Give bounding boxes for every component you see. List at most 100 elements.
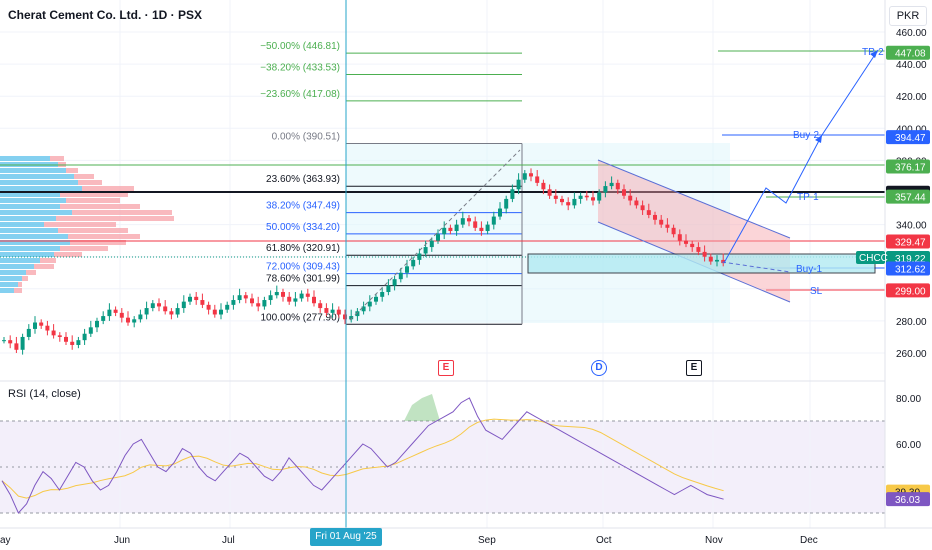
candle-body[interactable] — [615, 182, 620, 190]
candle-body[interactable] — [57, 335, 62, 337]
candle-body[interactable] — [429, 240, 434, 248]
candle-body[interactable] — [82, 333, 87, 341]
dividend-event-icon[interactable]: D — [591, 360, 607, 376]
projection-path[interactable] — [723, 49, 879, 264]
candle-body[interactable] — [212, 309, 217, 315]
candle-body[interactable] — [485, 224, 490, 232]
candle-body[interactable] — [268, 295, 273, 301]
candle-body[interactable] — [702, 251, 707, 257]
candle-body[interactable] — [460, 218, 465, 225]
candle-body[interactable] — [367, 301, 372, 307]
candle-body[interactable] — [45, 325, 50, 331]
candle-body[interactable] — [64, 336, 68, 342]
candle-body[interactable] — [659, 219, 664, 225]
candle-body[interactable] — [411, 259, 416, 267]
candle-body[interactable] — [39, 322, 44, 326]
candle-body[interactable] — [405, 266, 409, 273]
candle-body[interactable] — [677, 234, 682, 241]
candle-body[interactable] — [157, 303, 161, 307]
candle-body[interactable] — [584, 195, 589, 198]
candle-body[interactable] — [126, 317, 130, 323]
candle-body[interactable] — [708, 256, 713, 262]
candle-body[interactable] — [256, 303, 261, 307]
candle-body[interactable] — [398, 272, 403, 280]
candle-body[interactable] — [498, 208, 502, 217]
candle-body[interactable] — [70, 341, 75, 345]
candle-body[interactable] — [547, 189, 552, 196]
candle-body[interactable] — [553, 195, 558, 199]
candle-body[interactable] — [597, 192, 602, 201]
candle-body[interactable] — [262, 300, 267, 307]
candle-body[interactable] — [516, 179, 521, 190]
candle-body[interactable] — [8, 340, 13, 344]
candle-body[interactable] — [640, 205, 645, 211]
candle-body[interactable] — [119, 312, 124, 318]
candle-body[interactable] — [572, 198, 577, 206]
candle-body[interactable] — [243, 295, 248, 299]
candle-body[interactable] — [324, 308, 329, 313]
candle-body[interactable] — [51, 330, 56, 336]
candle-body[interactable] — [392, 279, 397, 286]
candle-body[interactable] — [181, 301, 186, 309]
candle-body[interactable] — [491, 216, 496, 225]
candle-body[interactable] — [690, 243, 695, 248]
candle-body[interactable] — [188, 296, 192, 302]
candle-body[interactable] — [20, 336, 25, 350]
time-axis[interactable]: ay Jun Jul Sep Oct Nov Dec — [0, 535, 818, 546]
candle-body[interactable] — [591, 197, 595, 201]
candle-body[interactable] — [684, 240, 688, 244]
candle-body[interactable] — [113, 309, 118, 313]
candle-body[interactable] — [715, 259, 719, 262]
trend-dashed-line[interactable] — [349, 149, 521, 321]
candle-body[interactable] — [504, 198, 509, 209]
candle-body[interactable] — [144, 308, 149, 315]
candle-body[interactable] — [380, 292, 385, 297]
candle-body[interactable] — [293, 298, 298, 302]
candle-body[interactable] — [653, 214, 657, 220]
candle-body[interactable] — [467, 218, 471, 222]
candle-body[interactable] — [33, 322, 37, 329]
candle-body[interactable] — [250, 298, 254, 304]
candle-body[interactable] — [175, 308, 180, 315]
candle-body[interactable] — [225, 304, 230, 310]
candle-body[interactable] — [26, 328, 31, 337]
candle-body[interactable] — [281, 292, 285, 297]
candle-body[interactable] — [479, 227, 484, 232]
candle-body[interactable] — [448, 227, 453, 232]
candle-body[interactable] — [603, 186, 608, 193]
candle-body[interactable] — [665, 224, 670, 228]
currency-button[interactable]: PKR — [889, 6, 927, 26]
candle-body[interactable] — [529, 173, 533, 177]
candle-body[interactable] — [237, 295, 242, 301]
candle-body[interactable] — [88, 327, 93, 334]
candle-body[interactable] — [312, 296, 316, 304]
candle-body[interactable] — [510, 189, 515, 199]
earnings-event-icon-2[interactable]: E — [686, 360, 702, 376]
candle-body[interactable] — [132, 319, 137, 323]
candle-body[interactable] — [634, 200, 639, 206]
candle-body[interactable] — [436, 234, 440, 241]
rsi-line[interactable] — [1, 397, 724, 514]
candle-body[interactable] — [14, 343, 19, 350]
candle-body[interactable] — [107, 309, 112, 317]
candle-body[interactable] — [355, 311, 360, 317]
candle-body[interactable] — [231, 300, 236, 305]
candle-body[interactable] — [473, 221, 478, 228]
candle-body[interactable] — [696, 247, 701, 252]
candle-body[interactable] — [299, 293, 304, 299]
candle-body[interactable] — [522, 173, 527, 180]
candle-body[interactable] — [101, 316, 106, 321]
candle-body[interactable] — [646, 210, 651, 215]
candle-body[interactable] — [349, 316, 354, 320]
chart-title[interactable]: Cherat Cement Co. Ltd. · 1D · PSX — [8, 8, 203, 22]
candle-body[interactable] — [374, 296, 378, 302]
candlesticks[interactable] — [2, 168, 726, 355]
candle-body[interactable] — [541, 182, 546, 190]
candle-body[interactable] — [578, 195, 583, 199]
candle-body[interactable] — [138, 314, 143, 320]
candle-body[interactable] — [206, 304, 211, 310]
candle-body[interactable] — [423, 247, 428, 254]
candle-body[interactable] — [442, 227, 447, 235]
